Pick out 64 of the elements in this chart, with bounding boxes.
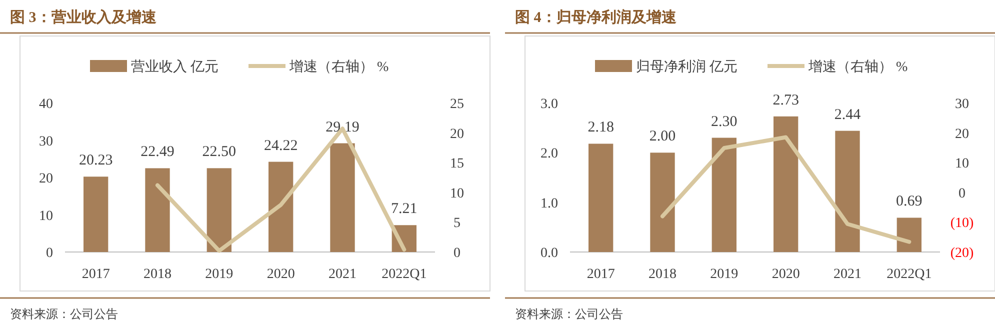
x-tick-label: 2021 xyxy=(328,267,356,282)
y2-tick-label: (10) xyxy=(950,216,974,232)
bar xyxy=(835,130,860,252)
y-tick-label: 30 xyxy=(39,134,53,150)
data-label: 29.19 xyxy=(326,119,360,136)
y-tick-label: 1.0 xyxy=(540,196,558,212)
legend-label: 归母净利润 亿元 xyxy=(636,59,738,75)
x-tick-label: 2020 xyxy=(266,267,295,282)
bar xyxy=(774,116,798,252)
x-tick-label: 2018 xyxy=(648,267,676,282)
y2-tick-label: 0 xyxy=(958,186,966,202)
data-label: 0.69 xyxy=(896,194,922,210)
bar xyxy=(588,144,614,252)
x-tick-label: 2017 xyxy=(82,267,110,282)
bar xyxy=(650,152,675,252)
y2-tick-label: 20 xyxy=(955,126,969,142)
data-label: 2.44 xyxy=(834,106,862,123)
y-tick-label: 3.0 xyxy=(540,97,558,112)
data-label: 22.50 xyxy=(202,144,236,160)
chart-title: 图 4：归母净利润及增速 xyxy=(515,8,678,26)
bar xyxy=(145,168,170,252)
x-tick-label: 2022Q1 xyxy=(886,267,932,282)
legend-label: 增速（右轴） % xyxy=(288,59,389,75)
data-label: 24.22 xyxy=(264,138,298,154)
legend-label: 增速（右轴） % xyxy=(808,59,908,75)
x-tick-label: 2020 xyxy=(772,267,800,282)
y-tick-label: 20 xyxy=(39,172,53,186)
bar xyxy=(330,143,355,252)
bar xyxy=(268,162,294,252)
y2-tick-label: 30 xyxy=(955,97,969,112)
y2-tick-label: 5 xyxy=(454,216,460,232)
bar xyxy=(84,176,108,252)
data-label: 2.18 xyxy=(588,120,614,136)
x-tick-label: 2018 xyxy=(144,267,172,282)
x-tick-label: 2019 xyxy=(710,267,738,282)
y2-tick-label: (20) xyxy=(950,246,974,261)
x-tick-label: 2017 xyxy=(586,267,615,282)
y2-tick-label: 25 xyxy=(450,97,464,112)
data-label: 2.00 xyxy=(649,128,676,145)
text: 资料来源：公司公告 xyxy=(515,307,623,321)
y-tick-label: 40 xyxy=(39,97,53,112)
y2-tick-label: 10 xyxy=(450,186,464,202)
bar xyxy=(896,218,922,252)
chart-title: 图 3：营业收入及增速 xyxy=(10,9,158,26)
text: 资料来源：公司公告 xyxy=(10,307,118,321)
data-label: 7.21 xyxy=(391,201,418,218)
x-tick-label: 2022Q1 xyxy=(382,267,427,282)
y-tick-label: 2.0 xyxy=(540,146,558,162)
x-tick-label: 2021 xyxy=(834,267,862,282)
y2-tick-label: 0 xyxy=(454,246,460,261)
x-tick-label: 2019 xyxy=(205,267,234,282)
y2-tick-label: 20 xyxy=(450,126,464,142)
y-tick-label: 10 xyxy=(39,208,53,224)
y2-tick-label: 15 xyxy=(450,156,464,172)
data-label: 2.30 xyxy=(711,114,738,130)
y-tick-label: 0.0 xyxy=(540,246,558,261)
data-label: 22.49 xyxy=(140,144,174,160)
bar xyxy=(712,138,736,252)
data-label: 20.23 xyxy=(78,152,113,169)
legend-label: 营业收入 亿元 xyxy=(131,59,218,75)
y2-tick-label: 10 xyxy=(955,156,969,172)
data-label: 2.73 xyxy=(772,92,799,108)
y-tick-label: 0 xyxy=(46,246,53,261)
bar xyxy=(206,168,232,252)
